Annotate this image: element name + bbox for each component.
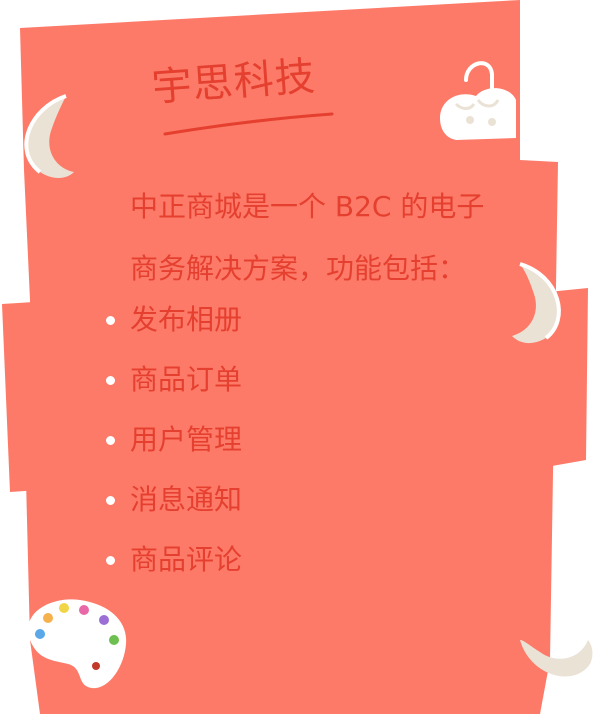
intro-line-1: 中正商城是一个 B2C 的电子 [130, 190, 485, 223]
intro-line-2: 商务解决方案，功能包括： [130, 252, 467, 285]
bullet-icon [106, 496, 115, 505]
feature-label: 商品评论 [130, 543, 243, 576]
feature-item: 消息通知 [104, 470, 242, 530]
feature-label: 发布相册 [130, 303, 243, 336]
bullet-icon [106, 436, 115, 445]
intro-text: 中正商城是一个 B2C 的电子 商务解决方案，功能包括： [130, 176, 520, 300]
feature-item: 用户管理 [104, 410, 242, 470]
right-crescent-icon [512, 262, 561, 344]
moon-crescent-icon [24, 94, 74, 178]
feature-item: 商品评论 [104, 530, 242, 590]
feature-list: 发布相册 商品订单 用户管理 消息通知 商品评论 [104, 290, 242, 590]
cloud-icon [440, 61, 516, 140]
title-underline [163, 112, 334, 136]
bottom-crescent-icon [520, 640, 593, 677]
bullet-icon [106, 316, 115, 325]
feature-item: 发布相册 [104, 290, 242, 350]
feature-label: 商品订单 [130, 363, 243, 396]
feature-label: 用户管理 [130, 423, 243, 456]
right-strip [548, 288, 588, 466]
bullet-icon [106, 556, 115, 565]
feature-label: 消息通知 [130, 483, 243, 516]
palette-icon [28, 599, 127, 689]
feature-item: 商品订单 [104, 350, 242, 410]
bullet-icon [106, 376, 115, 385]
main-card [20, 0, 558, 714]
